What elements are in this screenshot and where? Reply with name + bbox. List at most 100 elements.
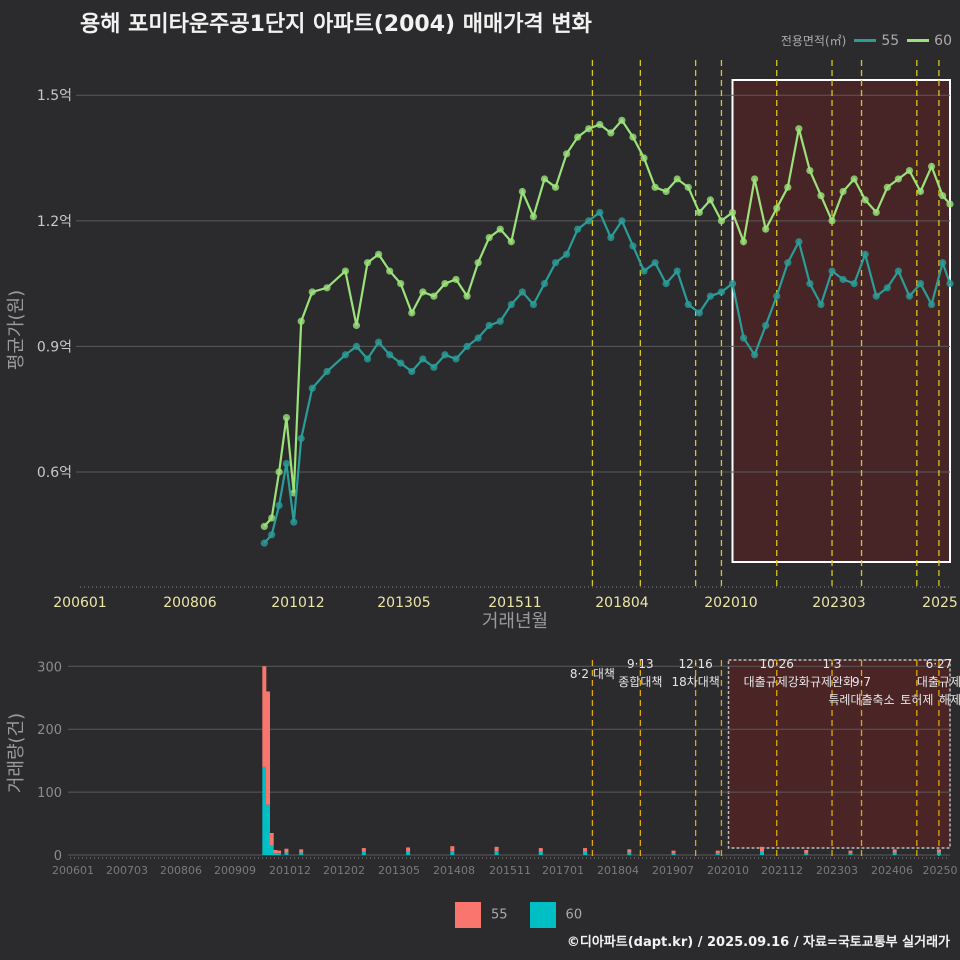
- data-point-55: [762, 321, 770, 330]
- data-point-55: [695, 309, 703, 317]
- data-point-60: [684, 183, 692, 191]
- bar-60: [583, 851, 588, 855]
- x-tick-label: 201012: [271, 595, 324, 611]
- policy-annotation: 6·27: [926, 657, 953, 671]
- x-tick-label-volume: 200601: [52, 864, 94, 877]
- data-point-55: [574, 225, 582, 233]
- bar-55: [406, 847, 411, 852]
- x-tick-label-volume: 202303: [816, 864, 858, 877]
- data-point-55: [430, 363, 438, 371]
- data-point-55: [728, 280, 737, 288]
- policy-annotation: 18차대책: [671, 674, 719, 689]
- x-tick-label-volume: 202010: [707, 864, 749, 877]
- bar-55: [892, 849, 897, 853]
- data-point-55: [408, 367, 416, 376]
- y-tick-label-volume: 100: [37, 786, 62, 801]
- data-point-55: [596, 208, 604, 217]
- x-tick-label-volume: 201012: [269, 864, 311, 877]
- y-axis-label: 평균가(원): [6, 290, 27, 370]
- bar-55: [759, 846, 764, 852]
- data-point-55: [485, 321, 493, 330]
- data-point-60: [695, 208, 703, 217]
- bar-55: [262, 666, 267, 767]
- bar-60: [848, 853, 853, 855]
- y-tick-label-volume: 200: [37, 723, 62, 738]
- bar-60: [406, 851, 411, 855]
- data-point-60: [341, 267, 350, 275]
- data-point-55: [441, 351, 449, 359]
- bar-55: [277, 850, 282, 854]
- data-point-60: [717, 217, 726, 225]
- policy-annotation: 9·7: [852, 675, 871, 689]
- data-point-60: [268, 514, 276, 522]
- x-tick-label: 201804: [595, 595, 649, 611]
- highlight-region: [731, 79, 951, 563]
- policy-annotation: 대출규제강화: [744, 675, 810, 689]
- bar-55: [266, 691, 271, 805]
- data-point-60: [282, 413, 291, 422]
- policy-annotation: 토허제: [900, 693, 933, 707]
- data-point-55: [662, 280, 670, 288]
- data-point-60: [828, 217, 836, 225]
- data-point-55: [894, 267, 902, 275]
- bar-55: [494, 846, 499, 852]
- data-point-55: [839, 275, 847, 284]
- data-point-60: [751, 175, 759, 183]
- data-point-60: [916, 187, 925, 196]
- data-point-60: [463, 292, 471, 300]
- bar-60: [538, 851, 543, 855]
- y-tick-label-volume: 300: [37, 660, 62, 675]
- data-point-60: [872, 208, 880, 217]
- data-point-60: [850, 175, 858, 183]
- x-tick-label-volume: 200703: [106, 864, 148, 877]
- policy-annotation: 1·3: [822, 657, 841, 671]
- data-point-60: [662, 187, 670, 196]
- bar-60: [715, 853, 720, 855]
- legend-bar-60: 60: [529, 902, 582, 928]
- data-point-55: [308, 384, 316, 392]
- data-point-60: [795, 125, 803, 133]
- data-point-55: [323, 367, 331, 376]
- bar-60: [262, 766, 267, 855]
- x-tick-label: 200601: [53, 595, 106, 611]
- bar-55: [299, 849, 304, 853]
- bar-60: [936, 852, 941, 855]
- chart-title: 용해 포미타운주공1단지 아파트(2004) 매매가격 변화: [80, 12, 592, 37]
- bar-60: [759, 851, 764, 855]
- policy-annotation: 해제: [939, 693, 960, 707]
- x-tick-label: 202303: [812, 595, 865, 611]
- data-point-60: [452, 275, 460, 284]
- data-point-55: [507, 300, 515, 309]
- data-point-60: [861, 196, 869, 204]
- data-point-55: [375, 338, 383, 346]
- data-point-60: [839, 187, 847, 196]
- data-point-55: [496, 317, 504, 325]
- data-point-60: [673, 175, 681, 183]
- bar-55: [671, 850, 676, 854]
- data-point-60: [574, 133, 582, 141]
- data-point-60: [927, 162, 936, 170]
- data-point-55: [352, 342, 361, 350]
- x-tick-label-volume: 201305: [378, 864, 420, 877]
- x-tick-label-volume: 201511: [489, 864, 531, 877]
- policy-annotation: 8·2 대책: [570, 666, 615, 681]
- data-point-60: [607, 129, 615, 137]
- data-point-55: [861, 250, 869, 258]
- policy-annotation: 9·13: [627, 657, 654, 671]
- data-point-55: [618, 217, 626, 225]
- bar-55: [804, 849, 809, 854]
- data-point-60: [585, 125, 593, 133]
- data-point-60: [894, 175, 902, 183]
- y-axis-label-volume: 거래량(건): [6, 713, 27, 793]
- policy-annotation: 종합대책: [618, 674, 662, 689]
- bar-55: [273, 849, 278, 854]
- credit-text: ©디아파트(dapt.kr) / 2025.09.16 / 자료=국토교통부 실…: [566, 935, 950, 950]
- data-point-60: [784, 183, 792, 191]
- x-tick-label-volume: 200806: [160, 864, 202, 877]
- data-point-55: [795, 238, 803, 246]
- bar-60: [450, 851, 455, 855]
- bar-60: [494, 851, 499, 855]
- data-point-55: [297, 434, 305, 443]
- data-point-60: [352, 321, 361, 330]
